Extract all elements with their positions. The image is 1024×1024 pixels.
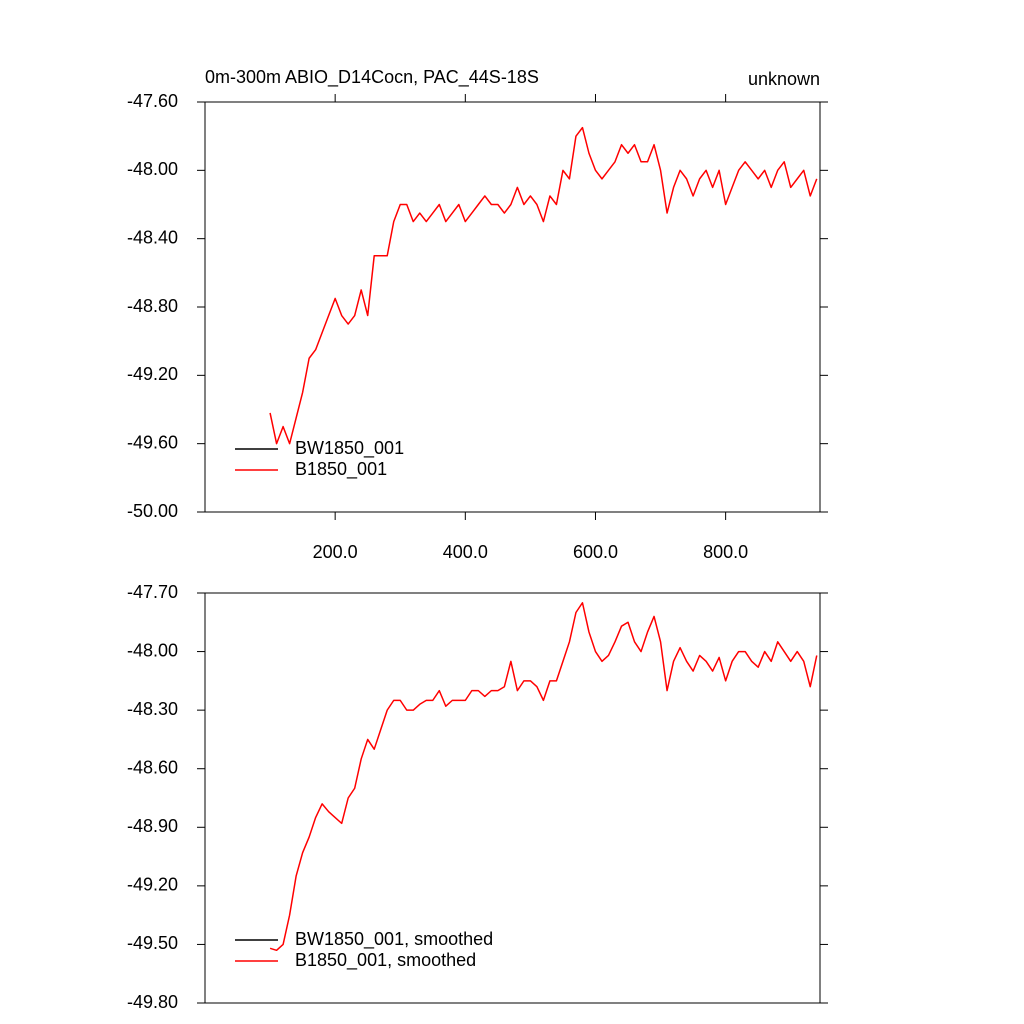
y-tick-label: -49.60 — [127, 432, 178, 452]
x-tick-label: 600.0 — [573, 542, 618, 562]
chart-subtitle: unknown — [748, 69, 820, 89]
x-tick-label: 400.0 — [443, 542, 488, 562]
y-tick-label: -50.00 — [127, 501, 178, 521]
legend-label: BW1850_001 — [295, 438, 404, 459]
data-line — [269, 602, 818, 952]
legend-label: B1850_001, smoothed — [295, 950, 476, 971]
legend-label: BW1850_001, smoothed — [295, 929, 493, 950]
x-tick-label: 800.0 — [703, 542, 748, 562]
y-tick-label: -48.60 — [127, 757, 178, 777]
y-tick-label: -47.70 — [127, 582, 178, 602]
plot-frame — [204, 592, 821, 1004]
chart-title: 0m-300m ABIO_D14Cocn, PAC_44S-18S — [205, 67, 539, 88]
y-tick-label: -48.00 — [127, 640, 178, 660]
y-tick-label: -49.80 — [127, 992, 178, 1012]
y-tick-label: -48.00 — [127, 159, 178, 179]
y-tick-label: -48.90 — [127, 816, 178, 836]
y-tick-label: -49.20 — [127, 875, 178, 895]
x-tick-label: 200.0 — [313, 542, 358, 562]
data-line — [269, 126, 818, 445]
y-tick-label: -48.40 — [127, 227, 178, 247]
legend-label: B1850_001 — [295, 459, 387, 480]
y-tick-label: -48.80 — [127, 296, 178, 316]
y-tick-label: -47.60 — [127, 91, 178, 111]
y-tick-label: -49.50 — [127, 933, 178, 953]
y-tick-label: -48.30 — [127, 699, 178, 719]
y-tick-label: -49.20 — [127, 364, 178, 384]
